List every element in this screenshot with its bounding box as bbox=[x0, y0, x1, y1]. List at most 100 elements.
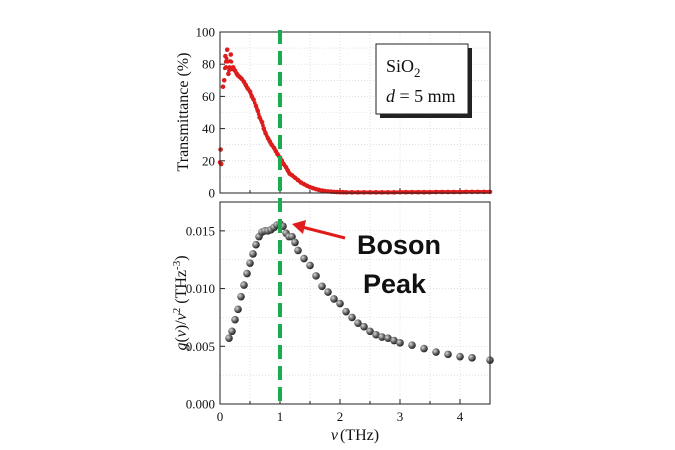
g-nu-point bbox=[228, 327, 236, 336]
bottom-y-tick-label: 0.010 bbox=[186, 281, 215, 296]
transmittance-point-fill bbox=[249, 92, 253, 96]
transmittance-point-fill bbox=[262, 129, 267, 133]
bottom-y-axis-title: g(ν)/ν2 (THz-3) bbox=[171, 255, 190, 350]
transmittance-point-fill bbox=[312, 186, 317, 191]
g-nu-point bbox=[291, 238, 299, 247]
transmittance-point-fill bbox=[243, 81, 247, 86]
g-nu-point bbox=[444, 350, 452, 359]
g-nu-point bbox=[252, 240, 260, 249]
transmittance-point-fill bbox=[268, 141, 273, 145]
g-nu-point bbox=[324, 288, 332, 296]
transmittance-point-fill bbox=[291, 174, 296, 179]
g-nu-point bbox=[396, 339, 404, 347]
g-nu-point bbox=[240, 281, 248, 289]
x-tick-label: 3 bbox=[397, 409, 404, 424]
g-nu-point bbox=[420, 344, 428, 353]
g-nu-point bbox=[348, 313, 356, 322]
g-nu-point bbox=[432, 348, 440, 356]
transmittance-point-fill bbox=[315, 187, 320, 192]
g-nu-point bbox=[249, 250, 257, 258]
bottom-y-tick-label: 0.000 bbox=[186, 397, 215, 412]
sample-material-label: SiO2 bbox=[386, 56, 421, 80]
top-y-tick-label: 0 bbox=[209, 186, 216, 201]
bottom-panel: 0.000 0.005 0.010 0.015 0 1 2 3 4 g(ν)/ν2 (THz-… bbox=[171, 201, 494, 444]
g-nu-point bbox=[312, 272, 320, 280]
g-nu-point bbox=[300, 254, 308, 263]
annotation-arrow-line bbox=[301, 225, 346, 240]
top-y-tick-label: 80 bbox=[202, 57, 215, 72]
g-nu-point bbox=[246, 259, 254, 267]
g-nu-point bbox=[378, 333, 386, 341]
sample-info-box: SiO2 d = 5 mm bbox=[375, 43, 472, 118]
top-y-tick-label: 60 bbox=[202, 89, 215, 104]
transmittance-point-fill bbox=[256, 112, 261, 117]
top-y-tick-label: 40 bbox=[202, 121, 215, 136]
g-nu-point bbox=[330, 295, 338, 303]
transmittance-point-fill bbox=[274, 150, 279, 155]
g-nu-point bbox=[231, 315, 239, 324]
top-y-tick-label: 20 bbox=[202, 153, 215, 168]
transmittance-point bbox=[224, 47, 230, 53]
g-nu-point bbox=[366, 327, 374, 336]
top-y-tick-labels: 0 20 40 60 80 100 bbox=[196, 25, 216, 201]
transmittance-point-fill bbox=[252, 100, 257, 105]
transmittance-point bbox=[226, 71, 231, 77]
g-nu-point bbox=[390, 336, 398, 345]
g-nu-point bbox=[294, 246, 302, 255]
transmittance-point-fill bbox=[297, 179, 302, 184]
transmittance-point-fill bbox=[267, 137, 271, 142]
transmittance-point-fill bbox=[224, 56, 229, 61]
transmittance-point-fill bbox=[282, 163, 287, 168]
x-tick-label: 4 bbox=[457, 409, 464, 424]
transmittance-point-fill bbox=[309, 185, 314, 190]
g-nu-point bbox=[456, 352, 464, 361]
transmittance-point-fill bbox=[294, 177, 299, 181]
g-nu-point bbox=[372, 330, 380, 339]
transmittance-point-fill bbox=[246, 88, 251, 92]
x-axis-title: ν (THz) bbox=[331, 427, 379, 444]
boson-peak-label-line2: Peak bbox=[363, 269, 427, 299]
sample-thickness-label: d = 5 mm bbox=[386, 86, 456, 106]
sample-info-frame bbox=[375, 43, 469, 115]
transmittance-point-fill bbox=[244, 84, 249, 89]
g-nu-point bbox=[234, 305, 242, 314]
boson-peak-label-line1: Boson bbox=[357, 230, 441, 260]
transmittance-point bbox=[220, 84, 226, 90]
x-tick-label: 2 bbox=[337, 409, 344, 424]
g-nu-point bbox=[384, 334, 392, 343]
bottom-plot-frame bbox=[219, 201, 491, 405]
transmittance-point bbox=[218, 147, 223, 152]
bottom-data-points bbox=[225, 220, 494, 364]
transmittance-point-fill bbox=[222, 66, 227, 71]
g-nu-point bbox=[336, 299, 344, 308]
transmittance-point-fill bbox=[288, 172, 293, 177]
bottom-y-tick-label: 0.005 bbox=[186, 339, 215, 354]
transmittance-point bbox=[228, 52, 234, 57]
top-plot-frame bbox=[219, 31, 491, 194]
transmittance-point-fill bbox=[264, 133, 269, 138]
transmittance-point-fill bbox=[229, 59, 234, 64]
x-tick-label: 0 bbox=[217, 409, 224, 424]
x-tick-labels: 0 1 2 3 4 bbox=[217, 409, 464, 424]
g-nu-point bbox=[306, 261, 314, 270]
top-panel: 0 20 40 60 80 100 Transmittance (%) SiO2 d = … bbox=[175, 25, 493, 201]
transmittance-point-fill bbox=[321, 188, 326, 193]
g-nu-point bbox=[408, 341, 416, 349]
transmittance-point-fill bbox=[240, 78, 245, 83]
top-y-tick-label: 100 bbox=[196, 25, 216, 40]
g-nu-point bbox=[225, 334, 233, 343]
transmittance-point-fill bbox=[232, 67, 237, 71]
transmittance-point bbox=[221, 78, 227, 83]
transmittance-point-fill bbox=[285, 166, 289, 171]
transmittance-point-fill bbox=[273, 147, 277, 152]
g-nu-point bbox=[288, 232, 296, 241]
g-nu-point bbox=[237, 292, 245, 301]
bottom-y-tick-labels: 0.000 0.005 0.010 0.015 bbox=[186, 223, 215, 411]
transmittance-point-fill bbox=[300, 181, 305, 186]
transmittance-point-fill bbox=[255, 106, 259, 111]
top-y-axis-title: Transmittance (%) bbox=[175, 53, 192, 172]
g-nu-point bbox=[360, 322, 368, 331]
bottom-y-tick-label: 0.015 bbox=[186, 223, 215, 238]
boson-peak-annotation: Boson Peak bbox=[292, 220, 441, 299]
